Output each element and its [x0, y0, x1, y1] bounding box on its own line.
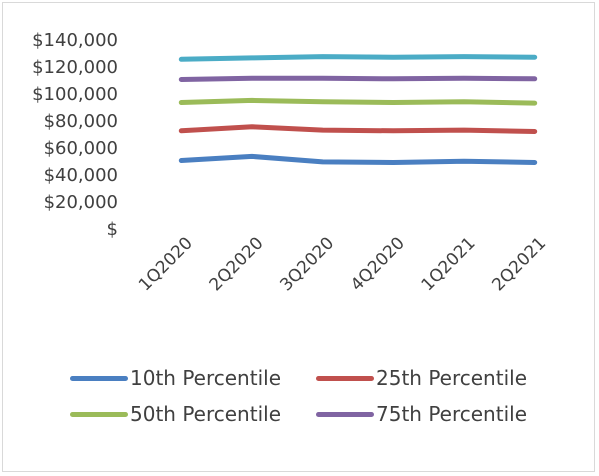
- x-axis-labels: 1Q2020 2Q2020 3Q2020 4Q2020 1Q2021 2Q2021: [135, 233, 550, 295]
- series-line-1: [178, 153, 538, 165]
- legend-swatch: [316, 411, 374, 417]
- legend-label: 10th Percentile: [130, 366, 281, 390]
- legend-item-75th-percentile: 75th Percentile: [316, 402, 576, 426]
- x-tick-label: 4Q2020: [347, 233, 409, 295]
- y-tick-label: $80,000: [44, 111, 118, 132]
- legend-label: 25th Percentile: [376, 366, 527, 390]
- x-tick-label: 2Q2021: [488, 233, 550, 295]
- legend-swatch: [70, 375, 128, 381]
- y-tick-label: $: [107, 219, 118, 240]
- y-tick-label: $140,000: [32, 30, 118, 51]
- y-tick-label: $120,000: [32, 57, 118, 78]
- x-tick-label: 1Q2021: [418, 233, 480, 295]
- y-tick-label: $20,000: [44, 192, 118, 213]
- series-line-2: [178, 124, 538, 134]
- y-tick-label: $100,000: [32, 84, 118, 105]
- legend-swatch: [70, 411, 128, 417]
- legend-item-50th-percentile: 50th Percentile: [70, 402, 316, 426]
- y-tick-label: $60,000: [44, 138, 118, 159]
- y-tick-label: $40,000: [44, 165, 118, 186]
- legend-label: 75th Percentile: [376, 402, 527, 426]
- legend-swatch: [316, 375, 374, 381]
- legend: 10th Percentile 25th Percentile 50th Per…: [70, 366, 590, 426]
- x-tick-label: 1Q2020: [135, 233, 197, 295]
- legend-item-25th-percentile: 25th Percentile: [316, 366, 576, 390]
- series-line-3: [178, 97, 538, 106]
- legend-label: 50th Percentile: [130, 402, 281, 426]
- series-line-4: [178, 75, 538, 82]
- series-line-5: [178, 54, 538, 62]
- legend-item-10th-percentile: 10th Percentile: [70, 366, 316, 390]
- x-tick-label: 2Q2020: [206, 233, 268, 295]
- x-tick-label: 3Q2020: [276, 233, 338, 295]
- series-lines: [178, 54, 538, 165]
- y-axis-labels: $ $20,000 $40,000 $60,000 $80,000 $100,000 $12…: [32, 30, 118, 240]
